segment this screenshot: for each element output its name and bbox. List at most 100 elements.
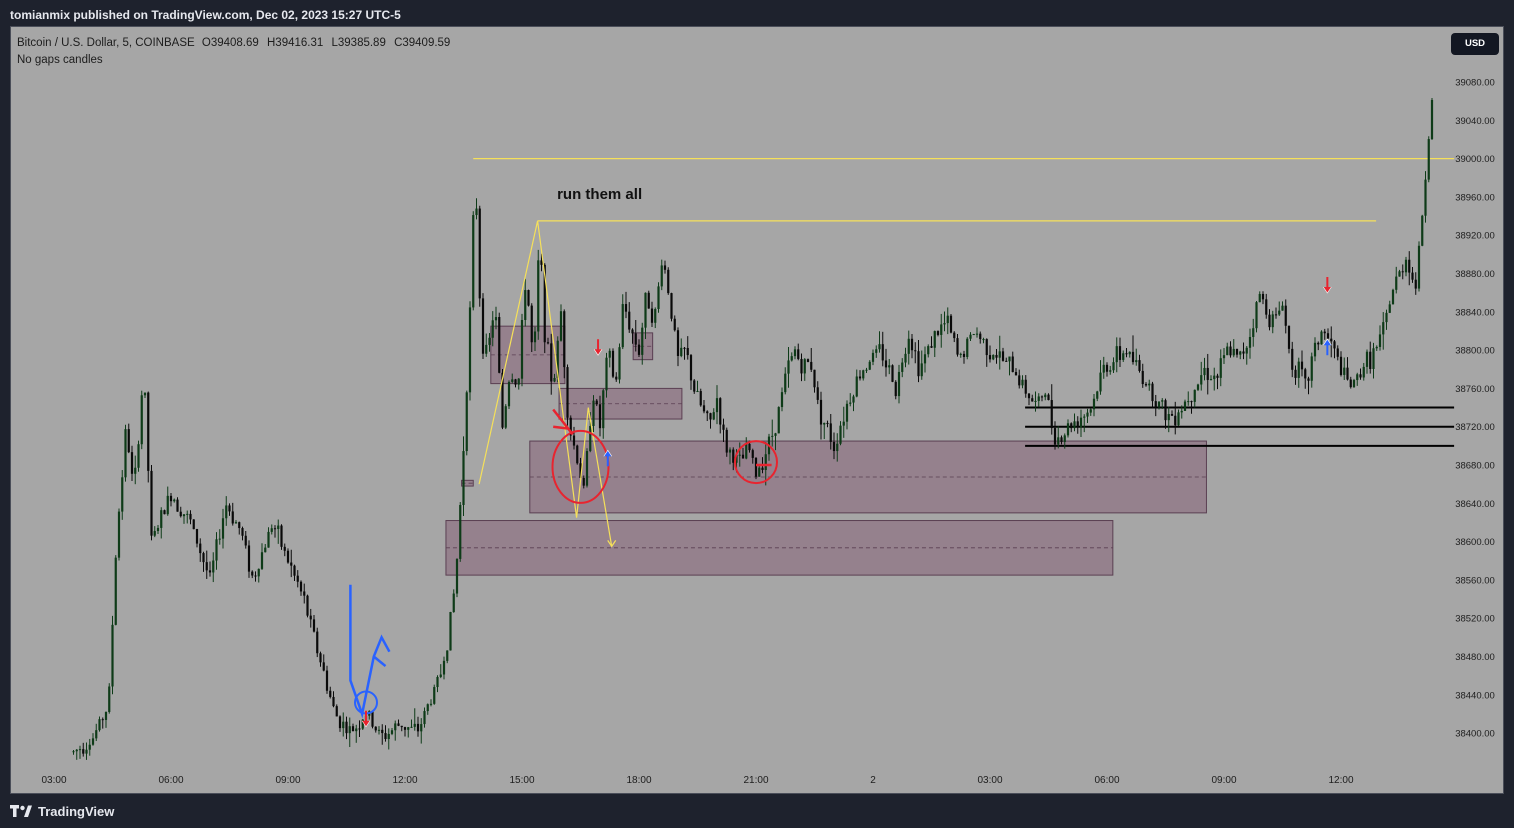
candle xyxy=(452,589,455,613)
candle-body xyxy=(212,560,215,573)
candle-body xyxy=(1274,314,1278,316)
candle-body xyxy=(975,333,979,335)
candle-body xyxy=(426,704,429,712)
arrow-down-icon-head xyxy=(361,720,371,728)
candle-body xyxy=(1317,342,1320,345)
candle-body xyxy=(979,333,982,340)
candle-body xyxy=(647,292,650,309)
candle xyxy=(485,333,488,357)
candle xyxy=(641,322,644,365)
candle xyxy=(442,656,446,680)
candle-body xyxy=(1102,364,1105,373)
candle xyxy=(920,350,923,380)
candle xyxy=(1131,335,1135,365)
candle xyxy=(1001,347,1005,362)
candle-body xyxy=(1349,379,1352,388)
candle xyxy=(1229,341,1232,358)
candle xyxy=(702,400,706,414)
candle-body xyxy=(1177,412,1180,426)
candle-body xyxy=(1031,398,1034,402)
candle-body xyxy=(1421,215,1424,246)
candle-body xyxy=(618,347,621,380)
ohlc-low: L39385.89 xyxy=(331,37,386,49)
candle-body xyxy=(569,417,572,436)
candle-body xyxy=(608,350,611,358)
chart-pane[interactable] xyxy=(10,26,1504,794)
candle xyxy=(384,725,387,742)
tradingview-logo-icon[interactable] xyxy=(10,804,32,818)
candle xyxy=(1196,383,1200,391)
candle xyxy=(507,380,511,410)
candle-body xyxy=(1346,367,1349,380)
candle xyxy=(563,309,566,379)
candle-body xyxy=(1232,348,1235,356)
candle-body xyxy=(1014,372,1018,376)
candle-body xyxy=(1008,356,1011,362)
candle-body xyxy=(732,449,735,463)
candle xyxy=(189,510,192,525)
candle xyxy=(676,327,680,367)
candle xyxy=(972,333,975,336)
candle-body xyxy=(816,387,819,400)
candle xyxy=(82,742,85,757)
candle xyxy=(725,427,728,457)
candle-body xyxy=(1294,369,1297,378)
candle xyxy=(312,615,316,633)
candle-body xyxy=(566,367,569,418)
candle-body xyxy=(264,547,267,553)
candle xyxy=(790,352,793,362)
candles xyxy=(72,97,1434,760)
candle-body xyxy=(1170,414,1174,416)
candle-body xyxy=(342,721,345,729)
candle xyxy=(1395,266,1398,294)
candle-body xyxy=(1219,358,1222,378)
candle-body xyxy=(1300,361,1304,370)
candle-body xyxy=(715,398,719,413)
candle-body xyxy=(231,511,234,524)
ohlc-open: O39408.69 xyxy=(201,37,259,49)
candle xyxy=(530,303,533,353)
candle-body xyxy=(329,690,332,697)
candle xyxy=(855,369,858,398)
candle-body xyxy=(852,396,855,403)
candle xyxy=(381,724,384,745)
candle xyxy=(1079,409,1083,438)
candle-body xyxy=(371,711,374,727)
arrow-down-icon-head xyxy=(1323,286,1332,294)
candle xyxy=(277,519,280,544)
candle xyxy=(816,381,819,405)
candle xyxy=(605,352,608,398)
candle xyxy=(1151,381,1154,408)
candle-body xyxy=(598,404,602,429)
candle-body xyxy=(923,354,927,364)
candle-body xyxy=(1216,375,1219,378)
candle-body xyxy=(387,733,390,740)
candle xyxy=(657,282,660,313)
candle-body xyxy=(1271,314,1274,328)
candle xyxy=(1099,360,1102,395)
candle-body xyxy=(384,733,387,740)
candle xyxy=(771,419,774,447)
candle-body xyxy=(1105,364,1109,372)
candle xyxy=(374,726,377,733)
candle-body xyxy=(160,510,163,528)
candle-body xyxy=(381,729,384,734)
candle xyxy=(849,393,852,407)
candle xyxy=(615,372,618,382)
candle-body xyxy=(972,334,975,336)
candle-body xyxy=(719,398,722,425)
footer-brand[interactable]: TradingView xyxy=(38,803,115,819)
x-tick-label: 2 xyxy=(870,775,876,786)
candle xyxy=(1271,310,1274,334)
candle-body xyxy=(728,449,732,453)
candle xyxy=(839,421,842,446)
candle-body xyxy=(1154,401,1157,407)
candle xyxy=(75,748,78,760)
currency-badge[interactable]: USD xyxy=(1451,33,1499,55)
candle-body xyxy=(654,308,657,323)
candle-body xyxy=(1424,179,1427,216)
candle-body xyxy=(1352,380,1356,388)
candle-body xyxy=(501,372,504,428)
candle-body xyxy=(338,716,342,729)
candle-body xyxy=(706,411,709,414)
